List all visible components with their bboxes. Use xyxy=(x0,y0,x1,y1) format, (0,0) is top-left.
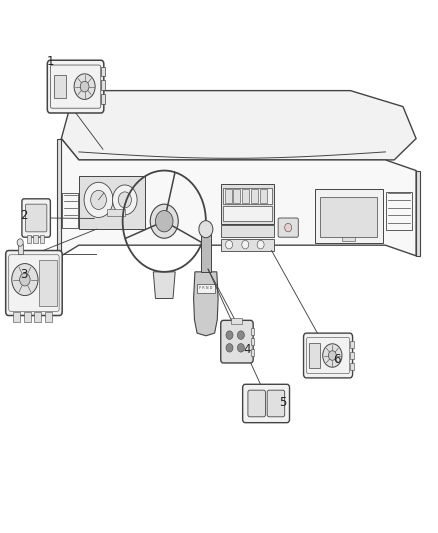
Polygon shape xyxy=(194,272,218,336)
FancyBboxPatch shape xyxy=(278,218,298,237)
Bar xyxy=(223,206,272,221)
FancyBboxPatch shape xyxy=(243,384,290,423)
Bar xyxy=(197,284,215,293)
Bar xyxy=(225,189,232,203)
Polygon shape xyxy=(57,139,61,256)
Bar xyxy=(62,193,78,228)
Bar xyxy=(251,349,254,356)
Bar xyxy=(251,328,254,335)
FancyBboxPatch shape xyxy=(267,390,285,417)
Polygon shape xyxy=(61,139,416,256)
Bar xyxy=(251,189,258,203)
Bar xyxy=(18,244,23,254)
Circle shape xyxy=(74,74,95,100)
Text: 1: 1 xyxy=(46,55,54,68)
Bar xyxy=(221,225,274,237)
Bar xyxy=(45,312,52,322)
Bar xyxy=(350,341,354,348)
Circle shape xyxy=(80,82,89,92)
Bar xyxy=(350,363,354,370)
Circle shape xyxy=(328,351,336,360)
Bar xyxy=(231,318,242,324)
Circle shape xyxy=(150,204,178,238)
Polygon shape xyxy=(153,272,175,298)
FancyBboxPatch shape xyxy=(47,60,104,113)
Bar xyxy=(39,260,57,306)
Bar xyxy=(221,184,274,224)
Circle shape xyxy=(20,273,30,286)
Circle shape xyxy=(285,223,292,232)
Circle shape xyxy=(257,240,264,249)
Bar xyxy=(242,189,249,203)
Circle shape xyxy=(91,190,106,209)
Bar xyxy=(201,232,211,272)
Bar xyxy=(34,312,41,322)
Bar xyxy=(107,209,125,216)
FancyBboxPatch shape xyxy=(6,251,62,316)
Bar xyxy=(221,239,274,251)
Circle shape xyxy=(17,239,23,246)
Text: P R N D: P R N D xyxy=(199,286,212,290)
Bar xyxy=(27,235,31,243)
Circle shape xyxy=(84,182,113,217)
Circle shape xyxy=(237,344,244,352)
Bar xyxy=(54,75,66,98)
Text: 2: 2 xyxy=(20,209,28,222)
FancyBboxPatch shape xyxy=(221,320,253,363)
Circle shape xyxy=(12,264,38,296)
Polygon shape xyxy=(61,91,416,160)
Circle shape xyxy=(323,344,342,367)
Circle shape xyxy=(113,185,137,215)
Circle shape xyxy=(226,344,233,352)
Bar xyxy=(40,235,44,243)
Bar xyxy=(33,235,38,243)
Bar xyxy=(79,176,145,229)
Bar xyxy=(13,312,20,322)
Circle shape xyxy=(226,240,233,249)
FancyBboxPatch shape xyxy=(248,390,265,417)
Circle shape xyxy=(242,240,249,249)
Bar xyxy=(260,189,267,203)
Bar xyxy=(320,197,377,237)
Bar xyxy=(386,192,412,230)
Bar xyxy=(342,237,355,241)
Bar xyxy=(315,189,383,243)
Bar xyxy=(101,94,105,104)
Text: 5: 5 xyxy=(279,396,286,409)
Circle shape xyxy=(226,331,233,340)
Circle shape xyxy=(237,331,244,340)
Bar xyxy=(233,189,240,203)
Circle shape xyxy=(118,192,131,208)
FancyBboxPatch shape xyxy=(22,199,50,237)
Bar xyxy=(24,312,31,322)
Circle shape xyxy=(199,221,213,238)
FancyBboxPatch shape xyxy=(304,333,353,378)
Bar xyxy=(251,338,254,345)
Circle shape xyxy=(155,211,173,232)
Text: 3: 3 xyxy=(21,268,28,281)
Bar xyxy=(350,352,354,359)
Bar xyxy=(101,67,105,76)
Text: 6: 6 xyxy=(333,353,341,366)
Bar xyxy=(309,343,320,368)
Polygon shape xyxy=(416,171,420,256)
Bar xyxy=(223,188,272,204)
FancyBboxPatch shape xyxy=(25,204,47,232)
Bar xyxy=(101,80,105,90)
Text: 4: 4 xyxy=(244,343,251,356)
